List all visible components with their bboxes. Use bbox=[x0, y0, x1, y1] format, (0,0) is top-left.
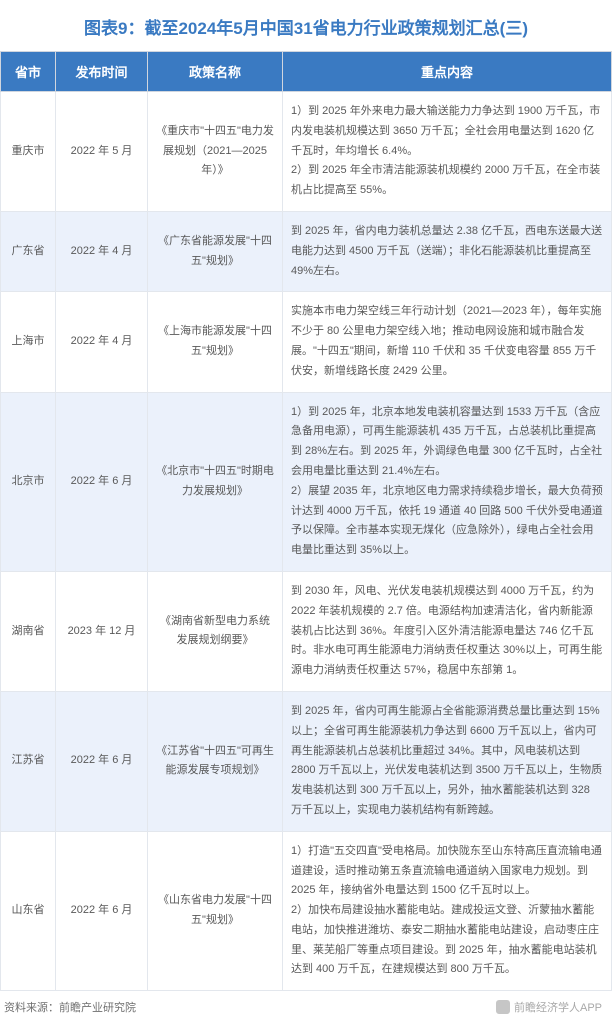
table-row: 上海市 2022 年 4 月 《上海市能源发展"十四五"规划》 实施本市电力架空… bbox=[1, 292, 612, 392]
watermark-icon bbox=[496, 1000, 510, 1014]
header-content: 重点内容 bbox=[283, 52, 612, 92]
cell-policyname: 《广东省能源发展"十四五"规划》 bbox=[148, 211, 283, 291]
table-row: 北京市 2022 年 6 月 《北京市"十四五"时期电力发展规划》 1）到 20… bbox=[1, 392, 612, 571]
cell-pubdate: 2022 年 5 月 bbox=[56, 92, 148, 212]
cell-content: 到 2030 年，风电、光伏发电装机规模达到 4000 万千瓦，约为 2022 … bbox=[283, 571, 612, 691]
header-pubdate: 发布时间 bbox=[56, 52, 148, 92]
header-province: 省市 bbox=[1, 52, 56, 92]
table-row: 重庆市 2022 年 5 月 《重庆市"十四五"电力发展规划（2021—2025… bbox=[1, 92, 612, 212]
cell-content: 1）打造"五交四直"受电格局。加快陇东至山东特高压直流输电通道建设，适时推动第五… bbox=[283, 831, 612, 991]
cell-province: 江苏省 bbox=[1, 691, 56, 831]
table-row: 山东省 2022 年 6 月 《山东省电力发展"十四五"规划》 1）打造"五交四… bbox=[1, 831, 612, 991]
cell-pubdate: 2022 年 6 月 bbox=[56, 691, 148, 831]
header-policyname: 政策名称 bbox=[148, 52, 283, 92]
cell-content: 到 2025 年，省内电力装机总量达 2.38 亿千瓦，西电东送最大送电能力达到… bbox=[283, 211, 612, 291]
cell-policyname: 《重庆市"十四五"电力发展规划（2021—2025 年）》 bbox=[148, 92, 283, 212]
cell-province: 上海市 bbox=[1, 292, 56, 392]
cell-pubdate: 2022 年 6 月 bbox=[56, 831, 148, 991]
cell-province: 广东省 bbox=[1, 211, 56, 291]
cell-pubdate: 2023 年 12 月 bbox=[56, 571, 148, 691]
cell-province: 重庆市 bbox=[1, 92, 56, 212]
cell-policyname: 《上海市能源发展"十四五"规划》 bbox=[148, 292, 283, 392]
cell-policyname: 《湖南省新型电力系统发展规划纲要》 bbox=[148, 571, 283, 691]
cell-province: 湖南省 bbox=[1, 571, 56, 691]
table-title: 图表9：截至2024年5月中国31省电力行业政策规划汇总(三) bbox=[0, 0, 612, 51]
table-row: 广东省 2022 年 4 月 《广东省能源发展"十四五"规划》 到 2025 年… bbox=[1, 211, 612, 291]
watermark: 前瞻经济学人APP bbox=[496, 999, 602, 1015]
header-row: 省市 发布时间 政策名称 重点内容 bbox=[1, 52, 612, 92]
cell-content: 到 2025 年，省内可再生能源占全省能源消费总量比重达到 15%以上；全省可再… bbox=[283, 691, 612, 831]
cell-pubdate: 2022 年 4 月 bbox=[56, 292, 148, 392]
table-row: 江苏省 2022 年 6 月 《江苏省"十四五"可再生能源发展专项规划》 到 2… bbox=[1, 691, 612, 831]
watermark-text: 前瞻经济学人APP bbox=[514, 999, 602, 1015]
footer: 资料来源：前瞻产业研究院 前瞻经济学人APP bbox=[0, 991, 612, 1019]
cell-province: 北京市 bbox=[1, 392, 56, 571]
cell-policyname: 《山东省电力发展"十四五"规划》 bbox=[148, 831, 283, 991]
cell-policyname: 《江苏省"十四五"可再生能源发展专项规划》 bbox=[148, 691, 283, 831]
cell-content: 1）到 2025 年，北京本地发电装机容量达到 1533 万千瓦（含应急备用电源… bbox=[283, 392, 612, 571]
cell-pubdate: 2022 年 6 月 bbox=[56, 392, 148, 571]
cell-content: 1）到 2025 年外来电力最大输送能力力争达到 1900 万千瓦，市内发电装机… bbox=[283, 92, 612, 212]
cell-province: 山东省 bbox=[1, 831, 56, 991]
source-label: 资料来源：前瞻产业研究院 bbox=[4, 999, 136, 1015]
cell-policyname: 《北京市"十四五"时期电力发展规划》 bbox=[148, 392, 283, 571]
cell-pubdate: 2022 年 4 月 bbox=[56, 211, 148, 291]
policy-table: 省市 发布时间 政策名称 重点内容 重庆市 2022 年 5 月 《重庆市"十四… bbox=[0, 51, 612, 991]
table-row: 湖南省 2023 年 12 月 《湖南省新型电力系统发展规划纲要》 到 2030… bbox=[1, 571, 612, 691]
cell-content: 实施本市电力架空线三年行动计划（2021—2023 年），每年实施不少于 80 … bbox=[283, 292, 612, 392]
